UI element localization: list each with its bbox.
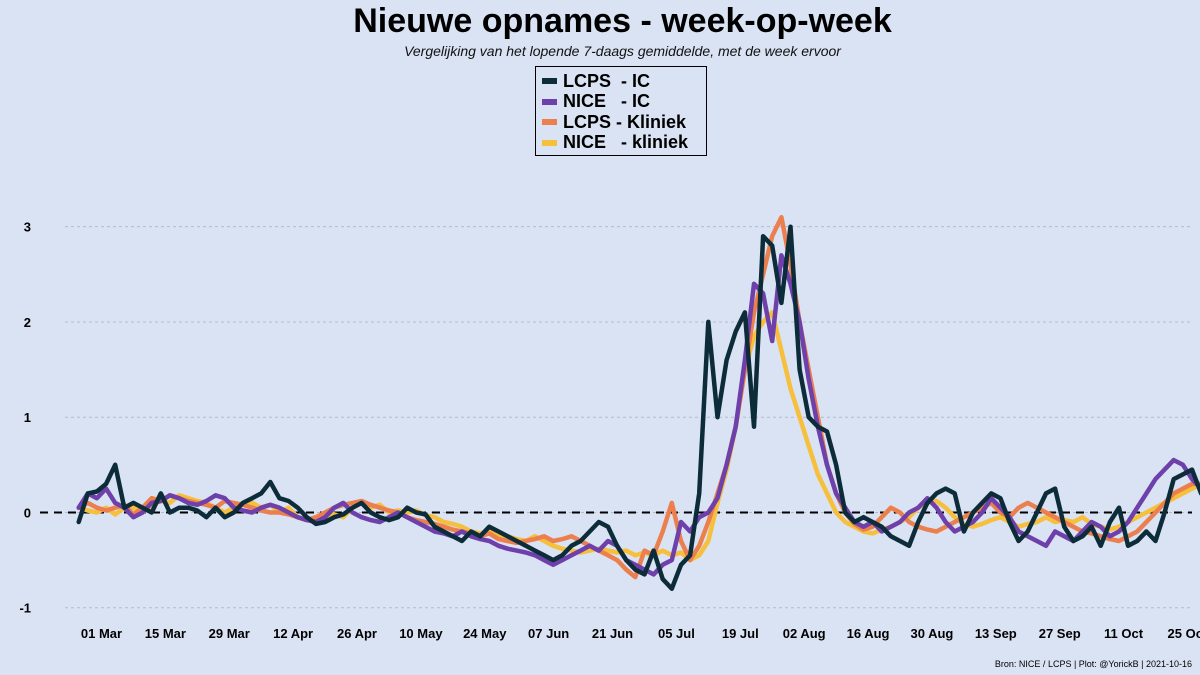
x-tick-label: 24 May bbox=[463, 626, 507, 641]
y-tick-label: 1 bbox=[24, 410, 31, 425]
legend-item-lcps-ic: LCPS - IC bbox=[542, 71, 706, 92]
legend: LCPS - IC NICE - IC LCPS - Kliniek NICE … bbox=[535, 66, 707, 156]
x-tick-label: 15 Mar bbox=[145, 626, 186, 641]
x-tick-label: 02 Aug bbox=[783, 626, 826, 641]
legend-item-nice-ic: NICE - IC bbox=[542, 91, 706, 113]
x-tick-label: 21 Jun bbox=[592, 626, 633, 641]
legend-swatch-nice-kliniek bbox=[542, 139, 557, 146]
x-tick-label: 29 Mar bbox=[209, 626, 250, 641]
x-tick-label: 19 Jul bbox=[722, 626, 759, 641]
legend-item-lcps-kliniek: LCPS - Kliniek bbox=[542, 112, 706, 133]
legend-label-nice-kliniek: NICE - kliniek bbox=[563, 132, 689, 153]
series-line-lcps-kliniek bbox=[76, 214, 1200, 580]
x-tick-label: 01 Mar bbox=[81, 626, 122, 641]
legend-swatch-lcps-kliniek bbox=[542, 119, 557, 126]
x-tick-label: 16 Aug bbox=[847, 626, 890, 641]
y-tick-label: 3 bbox=[24, 220, 31, 235]
series-line-nice-ic bbox=[76, 253, 1200, 577]
x-tick-label: 13 Sep bbox=[975, 626, 1017, 641]
legend-swatch-nice-ic bbox=[542, 98, 557, 105]
legend-swatch-lcps-ic bbox=[542, 78, 557, 85]
legend-label-nice-ic: NICE - IC bbox=[563, 91, 651, 112]
x-tick-label: 27 Sep bbox=[1039, 626, 1081, 641]
x-tick-label: 11 Oct bbox=[1104, 626, 1144, 641]
source-caption: Bron: NICE / LCPS | Plot: @YorickB | 202… bbox=[994, 659, 1192, 669]
chart-subtitle: Vergelijking van het lopende 7-daags gem… bbox=[404, 43, 841, 59]
legend-item-nice-kliniek: NICE - kliniek bbox=[542, 132, 706, 154]
legend-label-lcps-kliniek: LCPS - Kliniek bbox=[563, 111, 687, 132]
y-tick-label: -1 bbox=[19, 601, 31, 616]
x-tick-label: 26 Apr bbox=[337, 626, 377, 641]
y-tick-label: 2 bbox=[24, 315, 31, 330]
y-tick-label: 0 bbox=[24, 505, 31, 520]
x-tick-label: 07 Jun bbox=[528, 626, 569, 641]
x-tick-label: 05 Jul bbox=[658, 626, 695, 641]
legend-label-lcps-ic: LCPS - IC bbox=[563, 70, 651, 91]
chart-title: Nieuwe opnames - week-op-week bbox=[353, 2, 892, 40]
x-tick-label: 25 Oct bbox=[1168, 626, 1200, 641]
x-tick-label: 10 May bbox=[399, 626, 443, 641]
series-line-lcps-ic bbox=[76, 224, 1200, 591]
x-tick-label: 12 Apr bbox=[273, 626, 313, 641]
x-tick-label: 30 Aug bbox=[910, 626, 953, 641]
